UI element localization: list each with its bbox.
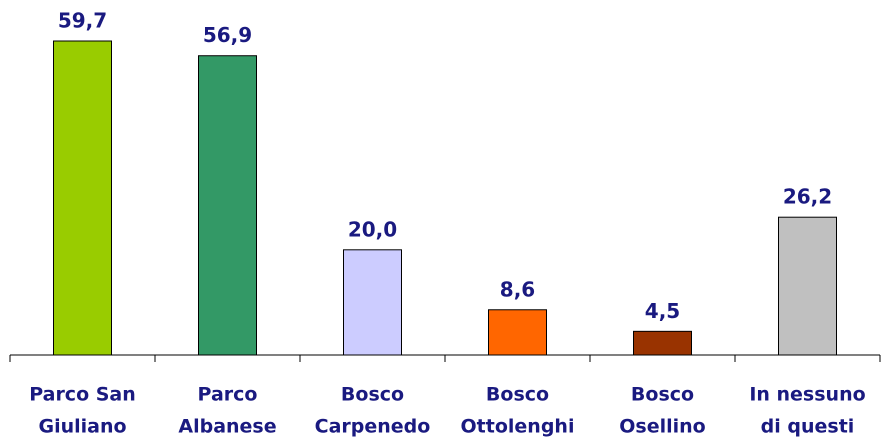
x-tick-label: Ottolenghi — [461, 416, 575, 438]
bar — [343, 249, 402, 356]
bar — [53, 40, 112, 356]
bar — [778, 216, 837, 356]
x-tick-label: Parco — [198, 384, 258, 406]
value-label: 20,0 — [348, 217, 397, 241]
bar — [198, 55, 257, 356]
value-label: 8,6 — [500, 277, 535, 301]
x-tick-label: Bosco — [486, 384, 549, 406]
x-tick-label: Carpenedo — [315, 416, 431, 438]
x-tick-label: Parco San — [29, 384, 136, 406]
bar — [633, 330, 692, 356]
x-tick-label: Giuliano — [38, 416, 126, 438]
value-label: 26,2 — [783, 185, 832, 209]
x-tick-label: Bosco — [341, 384, 404, 406]
x-tick-label: Osellino — [619, 416, 705, 438]
value-label: 56,9 — [203, 23, 252, 47]
x-tick-label: Bosco — [631, 384, 694, 406]
x-tick-label: In nessuno — [749, 384, 865, 406]
value-label: 59,7 — [58, 9, 107, 33]
x-tick-label: di questi — [761, 416, 855, 438]
value-label: 4,5 — [645, 299, 680, 323]
x-tick-label: Albanese — [178, 416, 276, 438]
bar — [488, 309, 547, 356]
